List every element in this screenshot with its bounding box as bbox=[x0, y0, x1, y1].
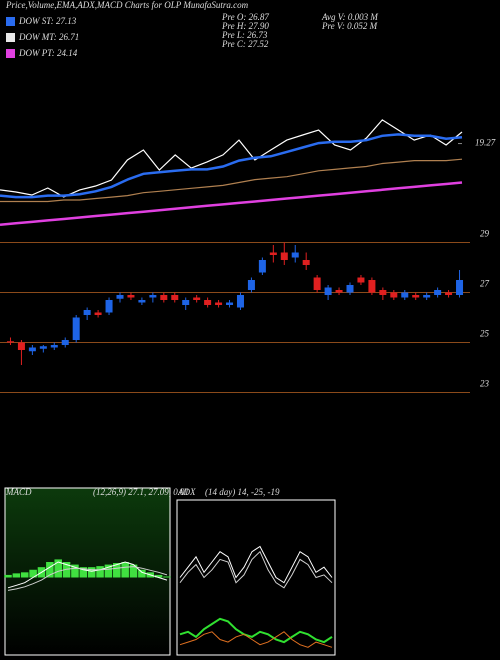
candle-body bbox=[445, 292, 453, 295]
series-line bbox=[179, 545, 333, 584]
histogram-bar bbox=[113, 563, 121, 578]
panel-subtitle: (14 day) 14, -25, -19 bbox=[205, 487, 280, 497]
candle-body bbox=[171, 295, 179, 300]
candle-body bbox=[280, 252, 288, 260]
candle-body bbox=[72, 317, 80, 340]
candle-body bbox=[127, 295, 135, 298]
series-line bbox=[0, 133, 463, 199]
histogram-bar bbox=[20, 572, 29, 578]
candle-body bbox=[226, 302, 234, 305]
histogram-bar bbox=[96, 566, 104, 578]
histogram-bar bbox=[4, 574, 12, 578]
candle-body bbox=[215, 302, 223, 305]
histogram-bar bbox=[121, 562, 129, 578]
candle-body bbox=[204, 300, 212, 305]
candle-body bbox=[28, 347, 36, 352]
y-tick-label: 23 bbox=[480, 379, 490, 389]
series-line bbox=[0, 119, 463, 198]
stat-label: Pre L: 26.73 bbox=[221, 30, 268, 40]
stat-label: Pre C: 27.52 bbox=[221, 39, 269, 49]
histogram-bar bbox=[71, 564, 79, 578]
y-tick-label: 19.27 bbox=[475, 138, 496, 148]
histogram-bar bbox=[104, 564, 113, 578]
candle-body bbox=[94, 312, 102, 315]
candle-body bbox=[39, 346, 47, 349]
histogram-bar bbox=[79, 567, 88, 578]
histogram-bar bbox=[163, 576, 171, 578]
histogram-bar bbox=[129, 564, 138, 578]
stat-label: Avg V: 0.003 M bbox=[321, 12, 378, 22]
histogram-bar bbox=[54, 559, 62, 578]
legend-label: DOW ST: 27.13 bbox=[18, 16, 77, 26]
candle-body bbox=[61, 340, 69, 345]
series-line bbox=[0, 158, 463, 203]
candle-body bbox=[182, 300, 190, 305]
histogram-bar bbox=[12, 573, 21, 578]
histogram-bar bbox=[138, 569, 146, 578]
candle-body bbox=[346, 285, 354, 293]
candle-body bbox=[379, 290, 387, 295]
y-tick-label: 27 bbox=[480, 279, 490, 289]
legend-label: DOW PT: 24.14 bbox=[18, 48, 78, 58]
histogram-bar bbox=[154, 574, 163, 578]
series-line bbox=[179, 631, 333, 648]
candle-body bbox=[390, 292, 398, 298]
page-title: Price,Volume,EMA,ADX,MACD Charts for OLP… bbox=[5, 0, 249, 10]
candle-body bbox=[313, 277, 321, 290]
candle-body bbox=[105, 300, 113, 313]
candle-body bbox=[149, 295, 157, 298]
stat-label: Pre O: 26.87 bbox=[221, 12, 269, 22]
candle-body bbox=[302, 260, 310, 265]
candle-body bbox=[423, 295, 431, 298]
candle-body bbox=[6, 341, 14, 343]
panel-title: ADX bbox=[177, 487, 196, 497]
legend-swatch bbox=[6, 49, 15, 58]
candle-body bbox=[324, 287, 332, 295]
series-line bbox=[7, 566, 168, 591]
candle-body bbox=[368, 280, 376, 293]
panel-title: MACD bbox=[5, 487, 32, 497]
candle-body bbox=[357, 277, 365, 283]
candle-body bbox=[236, 295, 244, 308]
candle-body bbox=[456, 280, 464, 295]
y-tick-label: 29 bbox=[480, 229, 490, 239]
candle-body bbox=[160, 295, 168, 300]
candle-body bbox=[50, 345, 58, 348]
y-tick-label: 25 bbox=[480, 329, 490, 339]
candle-body bbox=[401, 292, 409, 298]
candle-body bbox=[83, 310, 91, 315]
candle-body bbox=[193, 297, 201, 300]
candle-body bbox=[412, 295, 420, 298]
stat-label: Pre H: 27.90 bbox=[221, 21, 269, 31]
histogram-bar bbox=[62, 562, 71, 578]
histogram-bar bbox=[46, 562, 54, 578]
series-line bbox=[179, 617, 333, 644]
candle-body bbox=[269, 252, 277, 255]
candle-body bbox=[335, 290, 343, 293]
candle-body bbox=[116, 295, 124, 299]
candle-body bbox=[138, 300, 146, 303]
candle-body bbox=[291, 252, 299, 258]
candle-body bbox=[247, 280, 255, 290]
histogram-bar bbox=[87, 567, 96, 578]
legend-swatch bbox=[6, 33, 15, 42]
series-line bbox=[0, 181, 463, 227]
series-line bbox=[7, 561, 168, 589]
panel-subtitle: (12,26,9) 27.1, 27.09, 0.01 bbox=[93, 487, 189, 497]
stat-label: Pre V: 0.052 M bbox=[321, 21, 378, 31]
candle-body bbox=[17, 342, 25, 350]
series-line bbox=[179, 550, 333, 589]
candle-body bbox=[258, 260, 266, 273]
histogram-bar bbox=[29, 569, 37, 578]
candle-body bbox=[434, 290, 442, 295]
legend-swatch bbox=[6, 17, 15, 26]
legend-label: DOW MT: 26.71 bbox=[18, 32, 79, 42]
